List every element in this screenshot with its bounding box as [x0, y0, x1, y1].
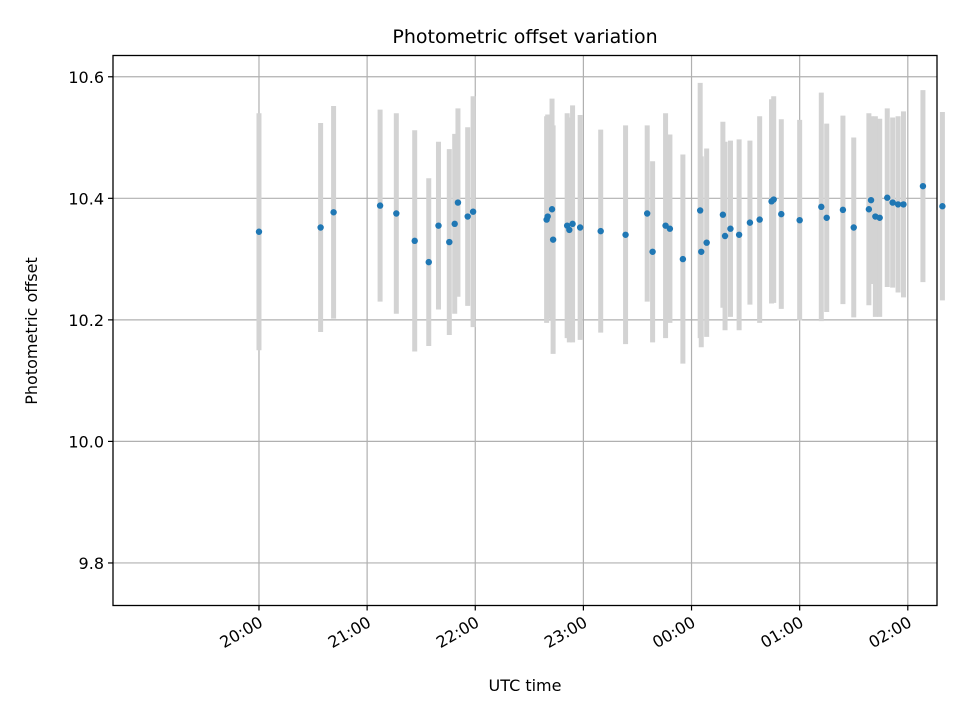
data-point — [411, 237, 418, 245]
data-point — [330, 209, 337, 216]
x-tick-label: 02:00 — [865, 613, 914, 653]
data-point — [884, 194, 891, 201]
data-point — [703, 239, 710, 246]
data-point — [818, 203, 825, 211]
data-point — [839, 206, 847, 214]
data-point — [778, 210, 785, 218]
data-point — [796, 216, 803, 224]
data-point — [544, 213, 551, 220]
data-point — [464, 213, 471, 220]
data-point — [435, 222, 442, 229]
data-point — [696, 207, 704, 214]
data-point — [719, 211, 727, 218]
data-point — [622, 231, 629, 238]
data-point — [698, 248, 705, 255]
data-point — [894, 201, 902, 208]
data-point — [469, 208, 477, 215]
x-tick-label: 01:00 — [757, 613, 806, 653]
data-point — [451, 220, 458, 228]
x-tick-label: 22:00 — [433, 613, 482, 653]
data-point — [317, 224, 324, 231]
data-point — [679, 255, 687, 263]
y-tick-label: 10.2 — [68, 311, 104, 330]
data-point — [255, 228, 263, 235]
data-point — [393, 210, 400, 217]
data-points — [255, 182, 946, 266]
y-tick-label: 9.8 — [79, 554, 104, 573]
y-tick-label: 10.4 — [68, 189, 104, 208]
data-point — [649, 248, 656, 255]
x-tick-label: 21:00 — [325, 613, 374, 653]
data-point — [425, 258, 432, 266]
data-point — [746, 219, 754, 226]
data-point — [823, 214, 830, 221]
data-point — [756, 216, 763, 223]
data-point — [735, 231, 743, 238]
data-point — [454, 199, 462, 206]
data-point — [569, 220, 576, 228]
data-point — [566, 226, 573, 234]
error-bars — [256, 82, 945, 364]
data-point — [876, 214, 883, 221]
x-tick-label: 00:00 — [649, 613, 698, 653]
data-point — [643, 210, 651, 217]
data-point — [576, 224, 584, 231]
y-tick-label: 10.6 — [68, 68, 104, 87]
data-point — [900, 201, 907, 208]
y-axis-ticks: 9.8 10.0 10.2 10.4 10.6 — [68, 68, 113, 573]
y-axis-label: Photometric offset — [22, 257, 41, 405]
x-tick-label: 23:00 — [541, 613, 590, 653]
data-point — [548, 206, 556, 213]
x-axis-label: UTC time — [489, 676, 562, 695]
data-point — [770, 196, 777, 203]
x-tick-label: 20:00 — [217, 613, 266, 653]
data-point — [721, 232, 729, 240]
data-point — [850, 224, 857, 231]
data-point — [939, 203, 946, 210]
data-point — [867, 196, 875, 204]
data-point — [666, 225, 674, 232]
data-point — [446, 238, 453, 246]
data-point — [919, 182, 927, 190]
data-point — [727, 225, 734, 232]
data-point — [549, 236, 557, 243]
plot-frame — [112, 54, 938, 607]
chart-title: Photometric offset variation — [392, 26, 657, 48]
grid — [113, 55, 937, 606]
y-tick-label: 10.0 — [68, 432, 104, 451]
data-point — [597, 227, 604, 235]
data-point — [889, 199, 896, 206]
data-point — [376, 202, 384, 209]
data-point — [865, 206, 873, 213]
